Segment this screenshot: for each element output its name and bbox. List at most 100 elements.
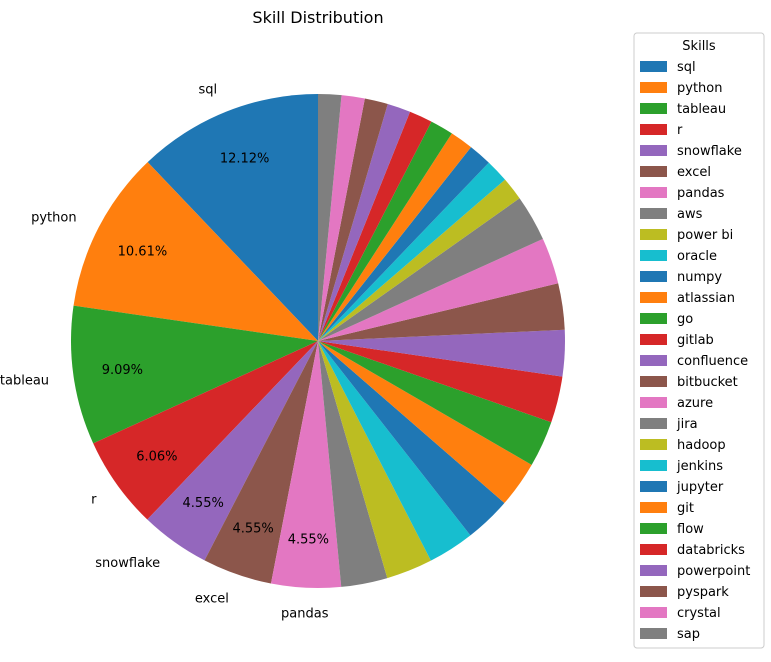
pie-slice-pyspark xyxy=(318,98,388,341)
pie-slice-crystal xyxy=(318,95,365,341)
legend-label-jupyter: jupyter xyxy=(676,480,724,495)
legend-label-power-bi: power bi xyxy=(677,228,733,243)
legend-label-oracle: oracle xyxy=(677,249,717,264)
legend-swatch-python xyxy=(640,82,667,93)
legend-swatch-sap xyxy=(640,628,667,639)
pie-slice-gitlab xyxy=(318,341,563,423)
legend-swatch-gitlab xyxy=(640,334,667,345)
pie-slice-jupyter xyxy=(318,147,489,341)
legend-swatch-databricks xyxy=(640,544,667,555)
legend-swatch-pyspark xyxy=(640,586,667,597)
slice-label-tableau: tableau xyxy=(0,373,49,388)
pie-slice-jenkins xyxy=(318,162,506,341)
pie-slice-aws xyxy=(318,341,388,587)
legend-swatch-aws xyxy=(640,208,667,219)
pie-slice-numpy xyxy=(318,341,505,536)
legend-swatch-power-bi xyxy=(640,229,667,240)
legend-swatch-powerpoint xyxy=(640,565,667,576)
pie-slice-tableau xyxy=(70,305,318,444)
pie-slice-r xyxy=(93,341,318,520)
legend-items: sql python tableau r snowflake excel pandas aws… xyxy=(640,60,750,642)
slice-percent-python: 10.61% xyxy=(118,244,168,259)
legend-label-jenkins: jenkins xyxy=(676,459,723,474)
slice-percent-r: 6.06% xyxy=(136,449,177,464)
legend-swatch-git xyxy=(640,502,667,513)
legend-swatch-jira xyxy=(640,418,667,429)
legend-label-atlassian: atlassian xyxy=(677,291,735,306)
slice-percent-sql: 12.12% xyxy=(220,152,270,167)
slice-label-sql: sql xyxy=(198,83,217,98)
pie-slice-pandas xyxy=(270,341,342,588)
legend-swatch-excel xyxy=(640,166,667,177)
legend-swatch-sql xyxy=(640,61,667,72)
slice-percent-tableau: 9.09% xyxy=(102,363,143,378)
legend-title: Skills xyxy=(682,39,716,54)
legend-label-tableau: tableau xyxy=(677,102,726,117)
legend-label-databricks: databricks xyxy=(677,543,745,558)
legend-swatch-tableau xyxy=(640,103,667,114)
pie-slice-databricks xyxy=(318,111,432,342)
slice-label-python: python xyxy=(31,210,76,225)
legend-label-powerpoint: powerpoint xyxy=(677,564,750,579)
legend-swatch-numpy xyxy=(640,271,667,282)
pie-slice-bitbucket xyxy=(318,283,565,341)
slice-label-snowflake: snowflake xyxy=(95,556,160,571)
slice-label-excel: excel xyxy=(195,592,229,607)
slice-percent-snowflake: 4.55% xyxy=(183,496,224,511)
pie-slice-flow xyxy=(318,121,452,341)
legend-swatch-bitbucket xyxy=(640,376,667,387)
pie-slice-git xyxy=(318,133,472,341)
pie-slice-azure xyxy=(318,238,559,341)
pie-slice-excel xyxy=(204,341,318,584)
chart-title: Skill Distribution xyxy=(252,8,383,27)
pie-slice-oracle xyxy=(318,341,471,561)
legend-swatch-hadoop xyxy=(640,439,667,450)
pie-slices xyxy=(70,94,565,588)
pie-slice-snowflake xyxy=(147,341,318,561)
legend-swatch-r xyxy=(640,124,667,135)
pie-slice-jira xyxy=(318,198,543,341)
legend-frame xyxy=(633,32,765,649)
legend-label-pyspark: pyspark xyxy=(677,585,729,600)
legend-label-jira: jira xyxy=(676,417,698,432)
legend-label-pandas: pandas xyxy=(677,186,725,201)
pie-slice-sap xyxy=(318,94,342,341)
legend-label-sql: sql xyxy=(677,60,696,75)
legend-swatch-oracle xyxy=(640,250,667,261)
legend: Skills sql python tableau r snowflake excel pa… xyxy=(633,32,765,649)
legend-label-python: python xyxy=(677,81,722,96)
legend-label-git: git xyxy=(677,501,694,516)
slice-label-r: r xyxy=(91,492,97,507)
legend-label-flow: flow xyxy=(677,522,704,537)
legend-swatch-jenkins xyxy=(640,460,667,471)
pie-slice-python xyxy=(73,162,318,341)
legend-label-bitbucket: bitbucket xyxy=(677,375,738,390)
legend-label-aws: aws xyxy=(677,207,703,222)
pie-labels: sql 12.12% python 10.61% tableau 9.09% r 6.06% s… xyxy=(0,83,329,622)
legend-label-confluence: confluence xyxy=(677,354,748,369)
legend-swatch-snowflake xyxy=(640,145,667,156)
legend-swatch-pandas xyxy=(640,187,667,198)
slice-label-pandas: pandas xyxy=(281,606,329,621)
legend-label-go: go xyxy=(677,312,693,327)
legend-label-gitlab: gitlab xyxy=(677,333,714,348)
legend-swatch-azure xyxy=(640,397,667,408)
legend-swatch-jupyter xyxy=(640,481,667,492)
legend-label-r: r xyxy=(677,123,683,138)
pie-slice-powerpoint xyxy=(318,104,411,341)
slice-percent-pandas: 4.55% xyxy=(288,532,329,547)
pie-slice-confluence xyxy=(318,329,565,377)
pie-slice-sql xyxy=(147,94,318,341)
legend-swatch-flow xyxy=(640,523,667,534)
legend-label-azure: azure xyxy=(677,396,713,411)
legend-label-excel: excel xyxy=(677,165,711,180)
legend-label-sap: sap xyxy=(677,627,700,642)
legend-swatch-atlassian xyxy=(640,292,667,303)
slice-percent-excel: 4.55% xyxy=(232,522,273,537)
legend-label-snowflake: snowflake xyxy=(677,144,742,159)
legend-swatch-go xyxy=(640,313,667,324)
pie-slice-hadoop xyxy=(318,179,520,341)
pie-slice-atlassian xyxy=(318,341,532,504)
